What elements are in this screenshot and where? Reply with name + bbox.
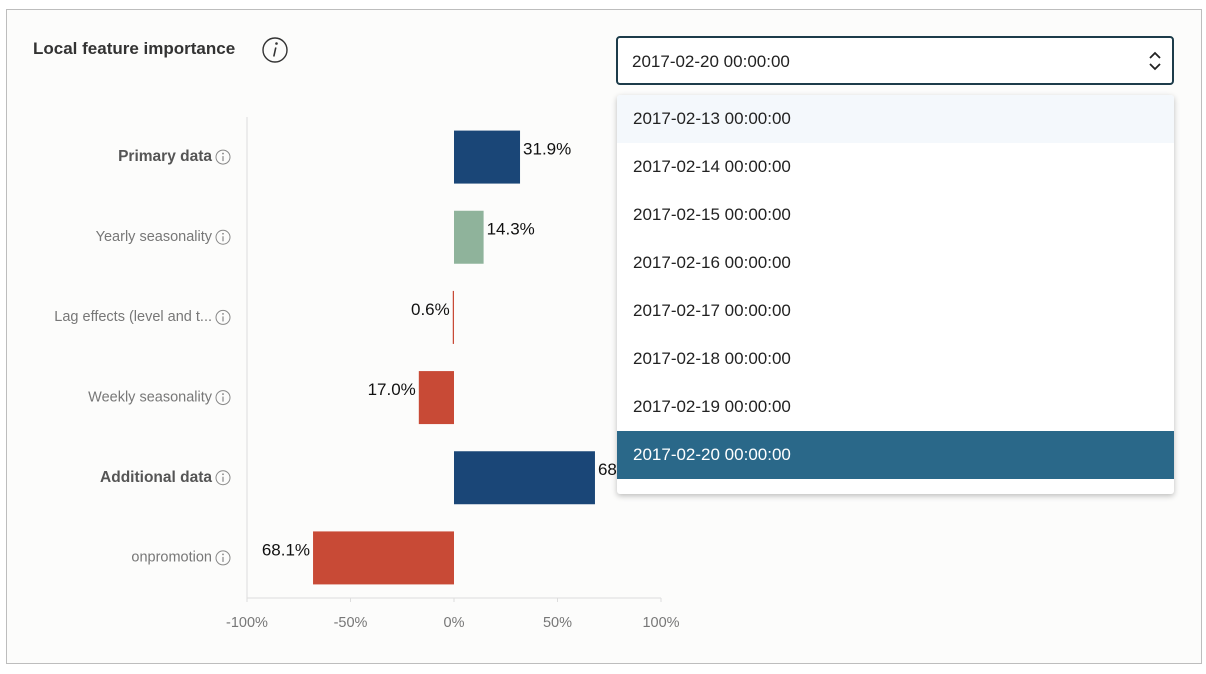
category-label: onpromotion <box>131 550 212 566</box>
dropdown-option[interactable]: 2017-02-14 00:00:00 <box>633 157 791 176</box>
x-tick-label: -50% <box>334 615 368 631</box>
dropdown-option[interactable]: 2017-02-17 00:00:00 <box>633 301 791 320</box>
icon-ring <box>215 550 231 566</box>
bar <box>454 130 521 184</box>
chevron-icon <box>1149 51 1161 71</box>
bar <box>313 531 454 585</box>
info-icon[interactable] <box>215 149 231 165</box>
select-value: 2017-02-20 00:00:00 <box>632 52 790 71</box>
dropdown-option[interactable]: 2017-02-13 00:00:00 <box>617 95 1174 143</box>
icon-dot <box>222 232 224 235</box>
bar <box>454 210 484 264</box>
x-tick-label: 100% <box>642 615 679 631</box>
dropdown-option[interactable]: 2017-02-15 00:00:00 <box>633 205 791 224</box>
dropdown-list: 2017-02-13 00:00:00 2017-02-14 00:00:00 20… <box>617 95 1174 494</box>
icon-ring <box>215 309 231 325</box>
icon-ring <box>215 470 231 486</box>
info-icon[interactable] <box>215 309 231 325</box>
category-label: Lag effects (level and t... <box>54 309 212 325</box>
icon-dot <box>222 313 224 315</box>
icon-dot <box>222 152 224 155</box>
icon-dot <box>222 553 224 556</box>
date-select[interactable]: 2017-02-20 00:00:00 <box>616 36 1174 85</box>
data-label: 31.9% <box>523 140 571 159</box>
bar <box>452 290 454 344</box>
icon-dot <box>222 393 224 395</box>
dropdown-option[interactable]: 2017-02-20 00:00:00 <box>617 431 1174 479</box>
icon-ring <box>215 229 231 245</box>
info-icon[interactable] <box>215 229 231 245</box>
data-label: 14.3% <box>487 220 535 239</box>
data-label: 17.0% <box>368 380 416 399</box>
info-icon[interactable] <box>215 470 231 486</box>
x-tick-label: 50% <box>543 615 572 631</box>
x-tick-label: -100% <box>226 615 268 631</box>
category-label: Additional data <box>100 469 212 486</box>
dropdown-option[interactable]: 2017-02-18 00:00:00 <box>633 349 791 368</box>
icon-dot <box>222 473 224 476</box>
dropdown-option[interactable]: 2017-02-16 00:00:00 <box>633 253 791 272</box>
category-label: Weekly seasonality <box>88 389 213 405</box>
category-label: Yearly seasonality <box>96 229 213 245</box>
icon-ring <box>215 390 231 406</box>
data-label: 68.1% <box>262 540 310 559</box>
bar <box>454 451 595 505</box>
dropdown-option[interactable]: 2017-02-19 00:00:00 <box>633 397 791 416</box>
category-label: Primary data <box>118 148 212 165</box>
info-icon[interactable] <box>215 390 231 406</box>
panel-title: Local feature importance <box>33 39 236 58</box>
data-label: 0.6% <box>411 300 450 319</box>
icon-ring <box>215 149 231 165</box>
info-icon[interactable] <box>215 550 231 566</box>
bar <box>418 371 454 425</box>
x-tick-label: 0% <box>444 615 465 631</box>
info-icon[interactable] <box>262 37 288 63</box>
